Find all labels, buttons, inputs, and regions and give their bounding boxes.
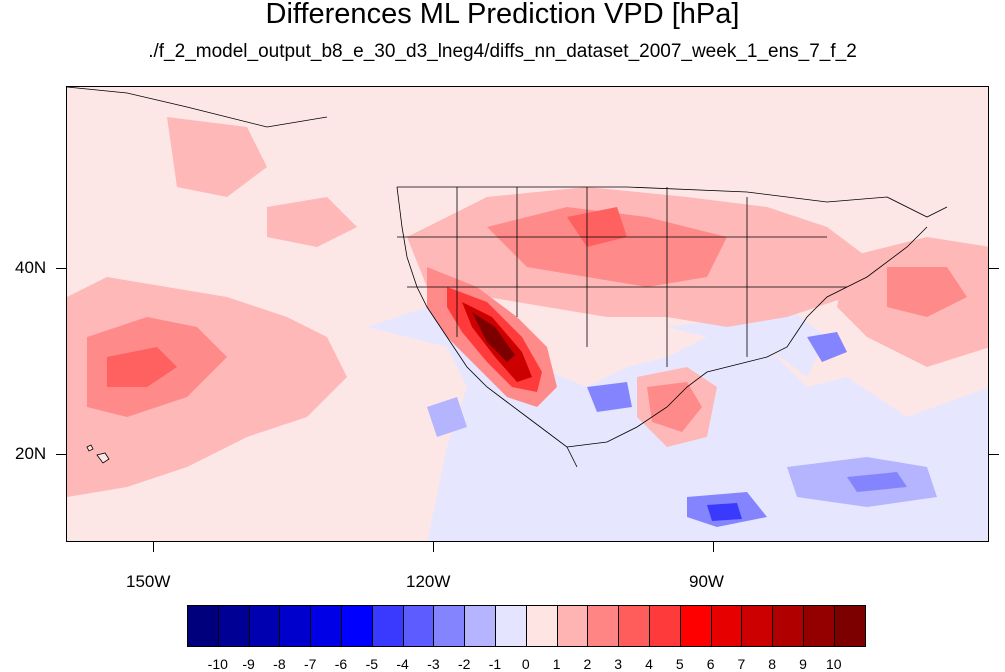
vpd-difference-field — [67, 87, 988, 541]
colorbar-label: -5 — [365, 656, 379, 672]
colorbar-cell — [741, 605, 774, 647]
lon-label-90w: 90W — [689, 572, 724, 591]
colorbar-label: 0 — [521, 656, 530, 672]
lon-label-120w: 120W — [406, 572, 451, 591]
colorbar-label: -6 — [334, 656, 348, 672]
colorbar-label: -9 — [242, 656, 255, 672]
colorbar-cell — [433, 605, 466, 647]
colorbar-label: -4 — [396, 656, 409, 672]
colorbar-label: 9 — [799, 656, 807, 672]
colorbar-cell — [587, 605, 620, 647]
colorbar-label: -1 — [488, 656, 502, 672]
colorbar-cell — [248, 605, 281, 647]
colorbar-label: 8 — [768, 656, 777, 672]
lat-label-40n: 40N — [15, 258, 47, 277]
map-title: Differences ML Prediction VPD [hPa] — [265, 0, 740, 30]
colorbar-cell — [279, 605, 312, 647]
colorbar-cell — [371, 605, 404, 647]
lat-tick-20n — [56, 454, 66, 455]
colorbar-cell — [803, 605, 835, 647]
colorbar-label: -3 — [427, 656, 440, 672]
lon-tick-150w — [153, 542, 154, 552]
lat-tick-40n-right — [989, 268, 999, 269]
lat-label-20n: 20N — [15, 444, 47, 463]
colorbar-cell — [772, 605, 804, 647]
lon-label-150w: 150W — [126, 572, 171, 591]
colorbar-cell — [649, 605, 681, 647]
colorbar-cell — [556, 605, 589, 647]
colorbar-cell — [187, 605, 219, 647]
lat-tick-20n-right — [989, 454, 999, 455]
colorbar-cell — [710, 605, 743, 647]
colorbar-cell — [833, 605, 866, 647]
colorbar-cell — [495, 605, 527, 647]
colorbar-label: -7 — [303, 656, 317, 672]
colorbar-cell — [679, 605, 712, 647]
colorbar-label: 10 — [826, 656, 842, 672]
colorbar-cell — [217, 605, 250, 647]
map-subtitle: ./f_2_model_output_b8_e_30_d3_lneg4/diff… — [148, 41, 857, 62]
colorbar-label: -8 — [273, 656, 286, 672]
colorbar-label: 2 — [583, 656, 592, 672]
colorbar-label: 7 — [737, 656, 746, 672]
colorbar-label: 3 — [614, 656, 623, 672]
colorbar-label: 6 — [706, 656, 715, 672]
colorbar-label: 4 — [645, 656, 653, 672]
colorbar-cell — [464, 605, 496, 647]
lon-tick-120w — [433, 542, 434, 552]
colorbar-cell — [402, 605, 435, 647]
colorbar-cell — [525, 605, 558, 647]
colorbar — [187, 605, 866, 647]
colorbar-cell — [310, 605, 342, 647]
colorbar-cell — [618, 605, 650, 647]
colorbar-label: -2 — [457, 656, 471, 672]
colorbar-label: -10 — [207, 656, 228, 672]
colorbar-label: 5 — [675, 656, 684, 672]
colorbar-label: 1 — [552, 656, 561, 672]
lat-tick-40n — [56, 268, 66, 269]
map-panel — [66, 86, 989, 542]
colorbar-cell — [341, 605, 373, 647]
lon-tick-90w — [713, 542, 714, 552]
